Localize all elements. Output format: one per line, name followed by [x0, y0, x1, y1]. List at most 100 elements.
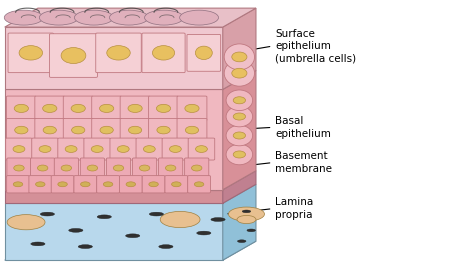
FancyBboxPatch shape [132, 158, 156, 178]
FancyBboxPatch shape [188, 176, 210, 193]
FancyBboxPatch shape [84, 138, 110, 160]
Polygon shape [223, 184, 256, 260]
Ellipse shape [224, 44, 255, 70]
FancyBboxPatch shape [119, 176, 142, 193]
Ellipse shape [15, 126, 28, 134]
FancyBboxPatch shape [7, 118, 36, 142]
FancyBboxPatch shape [50, 34, 98, 78]
FancyBboxPatch shape [6, 138, 32, 160]
FancyBboxPatch shape [7, 176, 29, 193]
Ellipse shape [31, 242, 45, 246]
Polygon shape [5, 27, 223, 89]
Ellipse shape [228, 207, 264, 221]
Ellipse shape [13, 182, 23, 187]
Ellipse shape [233, 113, 246, 120]
Ellipse shape [195, 146, 207, 152]
Ellipse shape [87, 165, 98, 171]
FancyBboxPatch shape [165, 176, 188, 193]
FancyBboxPatch shape [7, 96, 36, 121]
FancyBboxPatch shape [7, 158, 31, 178]
FancyBboxPatch shape [80, 158, 104, 178]
Ellipse shape [191, 165, 202, 171]
FancyBboxPatch shape [92, 118, 121, 142]
FancyBboxPatch shape [106, 158, 131, 178]
Ellipse shape [185, 126, 199, 134]
FancyBboxPatch shape [177, 96, 207, 121]
Ellipse shape [37, 165, 48, 171]
FancyBboxPatch shape [29, 176, 52, 193]
FancyBboxPatch shape [162, 138, 189, 160]
Ellipse shape [13, 146, 25, 152]
Ellipse shape [149, 212, 164, 216]
FancyBboxPatch shape [136, 138, 163, 160]
Ellipse shape [169, 146, 181, 152]
Ellipse shape [39, 10, 78, 25]
Ellipse shape [81, 182, 90, 187]
FancyBboxPatch shape [92, 96, 121, 121]
Ellipse shape [71, 104, 85, 112]
Ellipse shape [237, 240, 246, 243]
FancyBboxPatch shape [184, 158, 209, 178]
FancyBboxPatch shape [35, 118, 64, 142]
Ellipse shape [153, 46, 174, 60]
Ellipse shape [65, 146, 77, 152]
FancyBboxPatch shape [8, 33, 54, 73]
FancyBboxPatch shape [142, 33, 185, 73]
FancyBboxPatch shape [158, 158, 182, 178]
Ellipse shape [58, 182, 67, 187]
FancyBboxPatch shape [188, 138, 215, 160]
Ellipse shape [165, 165, 176, 171]
FancyBboxPatch shape [148, 118, 178, 142]
Ellipse shape [247, 229, 255, 232]
Ellipse shape [74, 10, 113, 25]
Ellipse shape [14, 104, 28, 112]
Ellipse shape [233, 151, 246, 158]
Ellipse shape [43, 126, 56, 134]
Polygon shape [5, 190, 223, 203]
Ellipse shape [232, 68, 247, 78]
FancyBboxPatch shape [32, 138, 58, 160]
Ellipse shape [128, 126, 142, 134]
Ellipse shape [19, 46, 43, 60]
Ellipse shape [118, 146, 129, 152]
Ellipse shape [195, 46, 212, 60]
FancyBboxPatch shape [148, 96, 178, 121]
Ellipse shape [91, 146, 103, 152]
Ellipse shape [107, 46, 130, 60]
Ellipse shape [97, 215, 111, 219]
Ellipse shape [160, 211, 200, 228]
Ellipse shape [128, 104, 142, 112]
Ellipse shape [159, 245, 173, 249]
FancyBboxPatch shape [31, 158, 55, 178]
Ellipse shape [194, 182, 204, 187]
Ellipse shape [72, 126, 85, 134]
FancyBboxPatch shape [177, 118, 207, 142]
Ellipse shape [69, 228, 83, 232]
Ellipse shape [61, 48, 86, 63]
Ellipse shape [226, 125, 253, 146]
Ellipse shape [126, 234, 140, 238]
Polygon shape [5, 241, 256, 260]
FancyBboxPatch shape [110, 138, 137, 160]
Ellipse shape [139, 165, 150, 171]
FancyBboxPatch shape [64, 118, 93, 142]
Ellipse shape [100, 104, 114, 112]
FancyBboxPatch shape [120, 118, 150, 142]
Text: Basal
epithelium: Basal epithelium [275, 116, 331, 138]
Ellipse shape [39, 146, 51, 152]
FancyBboxPatch shape [64, 96, 93, 121]
Ellipse shape [237, 215, 256, 224]
Ellipse shape [226, 144, 253, 165]
Ellipse shape [149, 182, 158, 187]
FancyBboxPatch shape [97, 176, 119, 193]
Ellipse shape [211, 218, 225, 221]
Ellipse shape [156, 104, 171, 112]
FancyBboxPatch shape [120, 96, 150, 121]
Text: Lamina
propria: Lamina propria [275, 198, 313, 220]
Polygon shape [223, 171, 256, 203]
FancyBboxPatch shape [142, 176, 165, 193]
Ellipse shape [185, 104, 199, 112]
Ellipse shape [7, 215, 45, 230]
Ellipse shape [224, 60, 255, 86]
Polygon shape [223, 8, 256, 89]
